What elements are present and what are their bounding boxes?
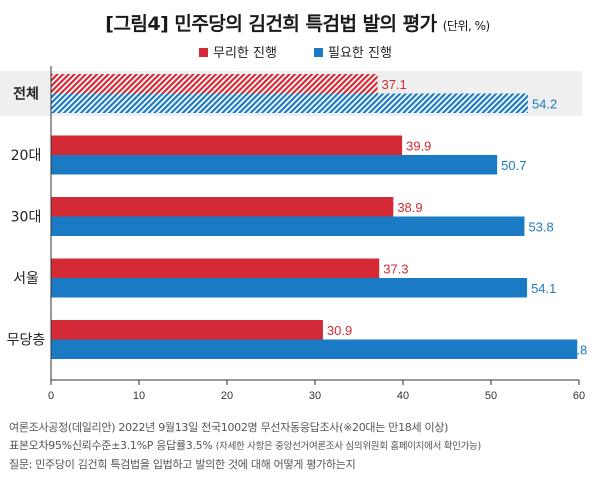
x-tick-label: 10: [133, 390, 145, 402]
data-label: 37.3: [383, 261, 408, 276]
bar-necessary: [51, 216, 525, 236]
category-label: 20대: [11, 148, 42, 164]
bar-chart: 무리한 진행 필요한 진행 전체 37.1 54.2 20대 39.9 50.7 30대 38.…: [0, 45, 587, 402]
x-tick-label: 0: [48, 390, 54, 402]
data-label: 39.9: [406, 138, 431, 153]
data-label: 30.9: [327, 323, 352, 338]
category-label: 서울: [13, 271, 39, 287]
data-label: 59.8: [562, 342, 587, 357]
chart-notes: 여론조사공정(데일리안) 2022년 9월13일 전국1002명 무선자동응답조…: [9, 419, 589, 474]
legend-swatch: [314, 48, 323, 57]
bar-unreasonable: [51, 320, 323, 340]
bar-necessary: [51, 93, 528, 113]
x-tick-label: 30: [309, 390, 321, 402]
bar-necessary: [51, 278, 528, 298]
category-label: 30대: [11, 210, 42, 226]
x-tick-label: 40: [397, 390, 409, 402]
bar-necessary: [51, 155, 498, 175]
legend-label: 무리한 진행: [213, 45, 277, 61]
data-label: 37.1: [381, 77, 406, 92]
x-tick-label: 50: [485, 390, 497, 402]
bar-unreasonable: [51, 258, 380, 278]
note-margin-of-error: 표본오차95%신뢰수준±3.1%P 응답률3.5% (자세한 사항은 중앙선거여…: [9, 437, 589, 456]
data-label: 38.9: [397, 200, 422, 215]
bar-unreasonable: [51, 197, 394, 217]
x-tick-label: 20: [221, 390, 233, 402]
bar-unreasonable: [51, 135, 403, 155]
data-label: 54.1: [531, 281, 556, 296]
plot-area: 전체 37.1 54.2 20대 39.9 50.7 30대 38.9 53.8 서울 37.3 54…: [0, 66, 587, 402]
x-tick-label: 60: [573, 390, 585, 402]
note-survey-info: 여론조사공정(데일리안) 2022년 9월13일 전국1002명 무선자동응답조…: [9, 421, 449, 434]
bar-unreasonable: [51, 74, 378, 94]
category-label: 무당층: [7, 333, 46, 349]
note-margin-detail: (자세한 사항은 중앙선거여론조사 심의위원회 홈페이지에서 확인가능): [215, 441, 481, 452]
category-label: 전체: [13, 86, 39, 103]
legend-swatch: [199, 48, 208, 57]
chart-title: [그림4] 민주당의 김건희 특검법 발의 평가 (단위, %): [0, 9, 595, 36]
chart-title-unit: (단위, %): [442, 19, 490, 33]
data-label: 53.8: [528, 219, 553, 234]
note-margin-main: 표본오차95%신뢰수준±3.1%P 응답률3.5%: [9, 439, 213, 452]
data-label: 54.2: [532, 96, 557, 111]
bar-necessary: [51, 339, 578, 359]
chart-title-text: [그림4] 민주당의 김건희 특검법 발의 평가: [105, 13, 437, 35]
chart-legend: 무리한 진행 필요한 진행: [199, 45, 392, 61]
data-label: 50.7: [501, 158, 526, 173]
legend-label: 필요한 진행: [328, 45, 392, 61]
note-question: 질문: 민주당이 김건희 특검법을 입법하고 발의한 것에 대해 어떻게 평가하…: [9, 458, 356, 471]
